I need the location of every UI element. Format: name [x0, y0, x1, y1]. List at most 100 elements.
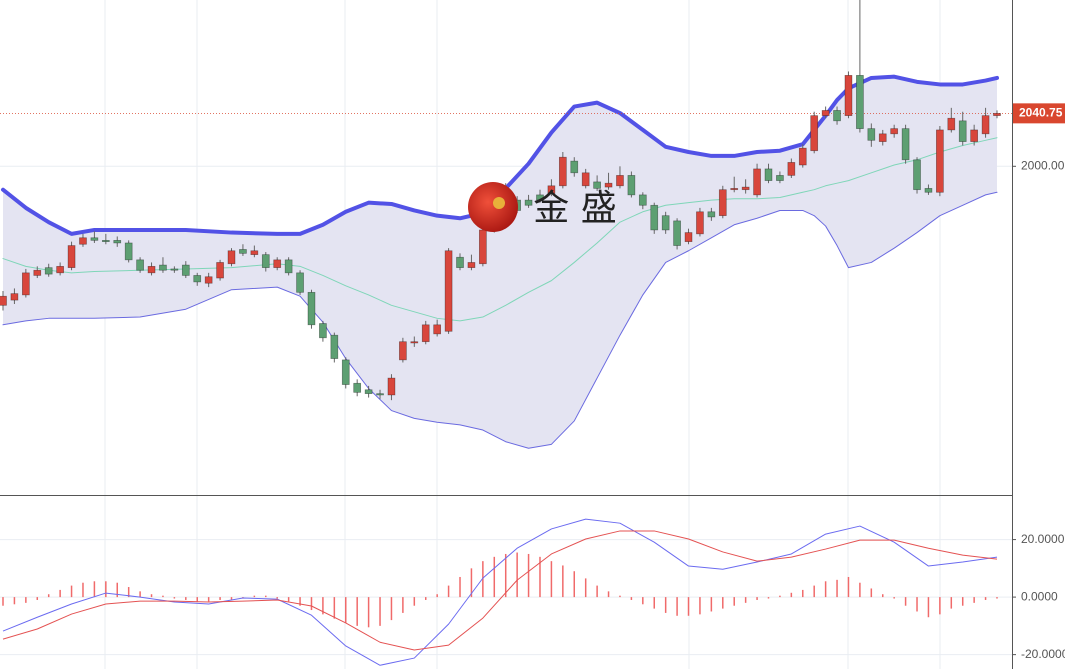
price-panel: 金 盛	[0, 0, 1012, 449]
candle-body	[159, 264, 167, 271]
y-tick-label: -20.0000	[1021, 647, 1065, 661]
candle-body	[970, 129, 978, 142]
candle-body	[878, 133, 887, 142]
candle-body	[570, 160, 579, 174]
candle-body	[547, 185, 556, 194]
band-line	[2, 137, 998, 322]
candle-body	[867, 128, 876, 141]
candle-body	[821, 110, 830, 116]
candle-body	[307, 291, 316, 326]
candle-body	[353, 382, 362, 393]
candle-body	[124, 242, 133, 261]
candle-body	[741, 186, 750, 191]
candle-body	[947, 117, 956, 131]
candle-body	[787, 162, 796, 176]
y-tick-label: 20.0000	[1021, 532, 1065, 546]
y-tick-label: 2000.00	[1021, 158, 1065, 172]
candle-body	[524, 199, 533, 206]
candle-body	[707, 211, 716, 218]
macd-panel	[2, 518, 998, 666]
candle-body	[764, 168, 773, 181]
watermark-logo	[468, 182, 518, 232]
last-price-label: 2040.75	[1019, 106, 1063, 120]
candle-body	[581, 172, 590, 187]
candle-body	[844, 75, 853, 116]
candle-body	[638, 194, 647, 206]
candle-body	[696, 211, 704, 235]
candle-body	[456, 256, 464, 268]
candle-body	[79, 237, 87, 245]
candle-body	[399, 341, 407, 361]
axis-layer: 2000.00 2040.75 20.0000 0.0000 -20.0000	[1012, 103, 1065, 661]
candle-body	[296, 272, 304, 293]
candle-body	[684, 232, 693, 243]
candle-body	[204, 276, 213, 284]
candle-body	[444, 250, 453, 332]
candle-body	[261, 254, 270, 268]
watermark: 金 盛	[468, 182, 617, 232]
candle-body	[319, 323, 327, 339]
candle-body	[136, 259, 144, 271]
band-line	[2, 191, 998, 449]
candle-body	[67, 245, 76, 268]
candle-body	[593, 181, 601, 189]
candle-body	[170, 268, 179, 271]
candle-body	[993, 113, 1001, 116]
candle-body	[0, 295, 7, 306]
candle-body	[410, 341, 419, 344]
candle-body	[341, 359, 350, 385]
candle-body	[273, 259, 282, 268]
candle-body	[22, 272, 30, 296]
candle-body	[661, 215, 670, 231]
candle-body	[558, 156, 567, 187]
candle-body	[936, 129, 944, 193]
last-price-tag	[1013, 103, 1065, 124]
candle-body	[856, 75, 864, 129]
candle-body	[250, 250, 259, 255]
candle-body	[890, 128, 899, 135]
candle-body	[753, 168, 761, 196]
watermark-logo-dot	[493, 197, 505, 209]
candle-body	[387, 377, 396, 396]
candle-body	[958, 120, 967, 142]
candle-body	[284, 259, 293, 274]
candle-body	[227, 250, 236, 265]
candle-body	[364, 389, 373, 395]
candle-body	[627, 175, 636, 196]
candle-body	[421, 324, 430, 343]
macd-line	[2, 530, 998, 651]
candle-body	[673, 220, 681, 246]
y-tick-label: 0.0000	[1021, 589, 1058, 603]
candle-body	[376, 393, 384, 396]
candle-body	[650, 204, 659, 231]
band-fill	[3, 76, 997, 449]
candle-body	[239, 249, 247, 254]
candle-body	[56, 265, 64, 274]
candle-body	[730, 188, 739, 191]
candle-body	[798, 147, 807, 166]
candle-body	[10, 293, 19, 301]
candle-body	[193, 275, 202, 283]
candle-body	[147, 265, 156, 274]
candle-body	[467, 262, 476, 268]
candle-body	[810, 115, 819, 152]
candle-body	[113, 240, 122, 244]
candle-body	[433, 324, 442, 335]
candle-body	[913, 159, 921, 191]
candle-body	[181, 264, 190, 276]
candle-body	[90, 237, 99, 241]
candle-body	[101, 240, 110, 243]
candle-body	[981, 115, 990, 135]
candle-body	[33, 269, 42, 276]
candle-body	[616, 175, 624, 187]
candle-body	[833, 110, 841, 122]
candle-body	[216, 262, 224, 279]
candle-body	[479, 229, 487, 265]
candle-body	[44, 267, 53, 275]
watermark-text: 金 盛	[533, 188, 616, 229]
candle-body	[924, 188, 933, 193]
candle-body	[776, 175, 784, 181]
candle-body	[901, 128, 910, 161]
candle-body	[536, 194, 544, 201]
